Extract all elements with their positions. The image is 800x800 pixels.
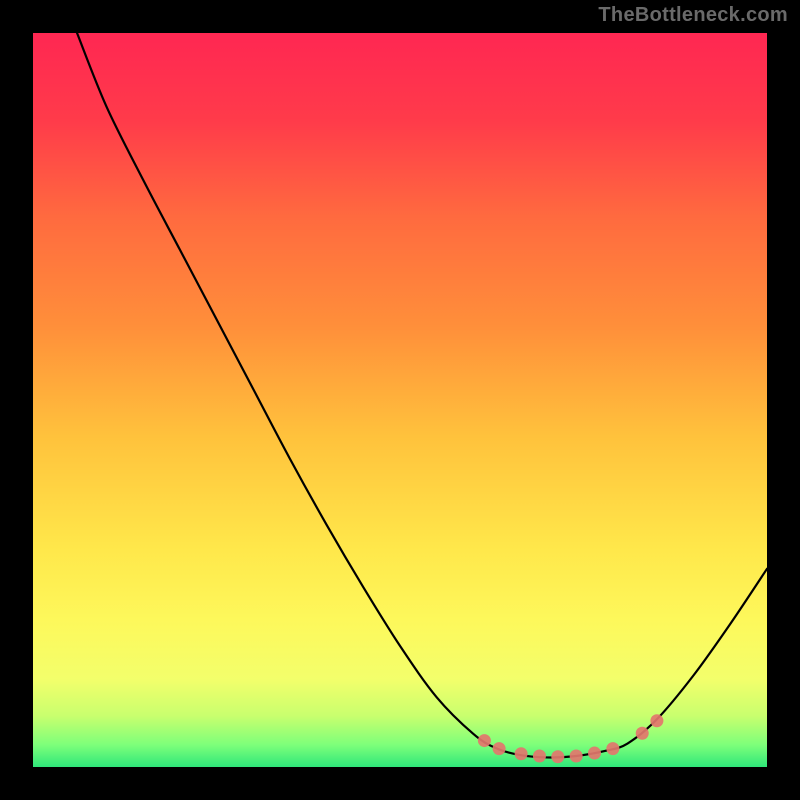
plot-area [33, 33, 767, 767]
gradient-background [33, 33, 767, 767]
chart-container: TheBottleneck.com [0, 0, 800, 800]
data-marker [588, 747, 601, 760]
chart-svg [33, 33, 767, 767]
data-marker [636, 727, 649, 740]
watermark-label: TheBottleneck.com [598, 4, 788, 27]
data-marker [650, 714, 663, 727]
data-marker [515, 747, 528, 760]
data-marker [493, 742, 506, 755]
data-marker [478, 734, 491, 747]
data-marker [606, 742, 619, 755]
data-marker [551, 750, 564, 763]
data-marker [533, 749, 546, 762]
data-marker [570, 749, 583, 762]
